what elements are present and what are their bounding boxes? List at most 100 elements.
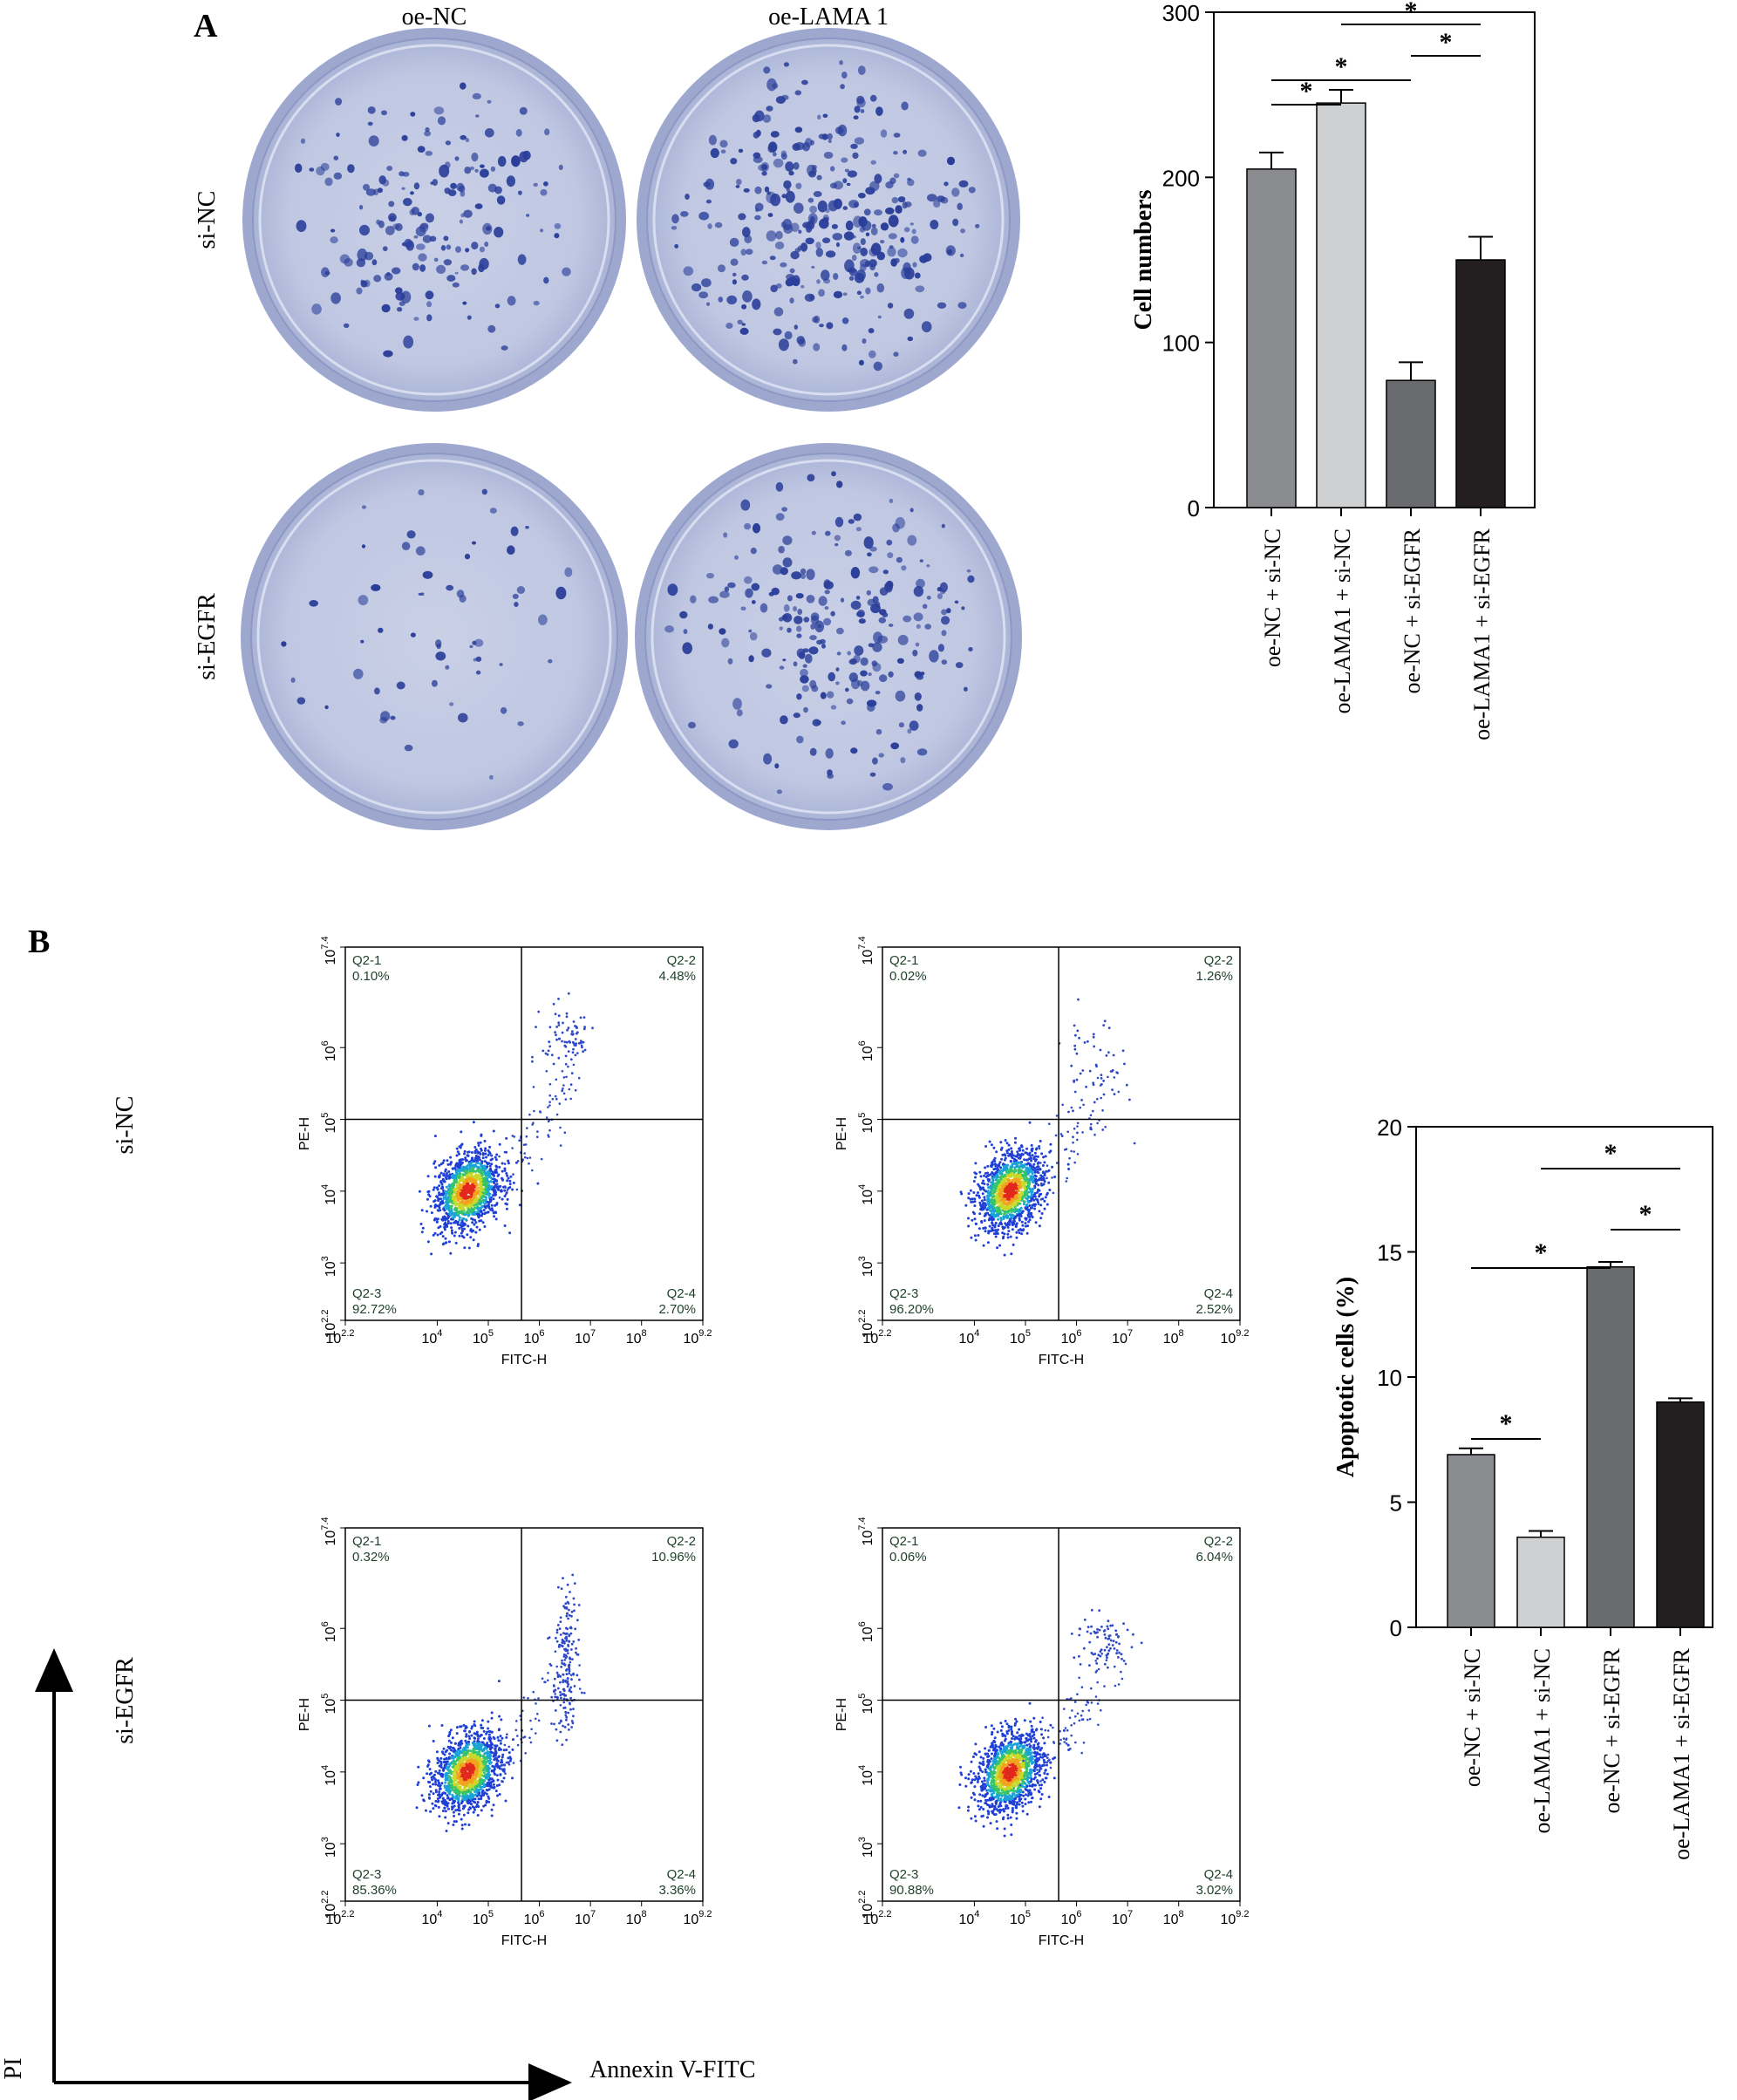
culture-dish [635,443,1022,830]
colony [359,205,364,210]
flow-dot [446,1162,450,1166]
flow-dot [473,1183,477,1186]
flow-dot [453,1174,456,1177]
colony [426,301,433,308]
flow-dot [465,1733,468,1736]
flow-dot [548,1101,551,1103]
flow-dot [501,1178,505,1182]
colony [933,200,941,208]
flow-dot [482,1748,486,1751]
flow-dot [559,1144,562,1147]
colony [392,267,401,275]
flow-dot [451,1190,454,1194]
flow-dot [1029,1188,1032,1191]
flow-dot [1029,1206,1032,1210]
colony [555,586,567,600]
colony [875,729,882,735]
colony [761,260,768,265]
flow-dot [571,1051,575,1054]
flow-dot [570,1033,573,1035]
colony [817,200,828,213]
flow-dot [579,1041,582,1045]
colony [507,296,516,306]
flow-dot [974,1162,977,1165]
colony [783,180,792,189]
colony [741,323,746,326]
colony [847,170,858,178]
colony [900,757,906,764]
colony [300,138,306,144]
colony [330,292,341,304]
colony [401,134,408,141]
colony [859,263,867,272]
colony [754,110,765,122]
flow-cytometry-plots: Q2-10.10%Q2-24.48%Q2-392.72%Q2-42.70%102… [297,936,1250,1948]
colony [732,698,742,710]
flow-dot [548,1094,551,1097]
culture-dish [637,28,1020,412]
flow-dot [475,1225,479,1229]
flow-dot [422,1776,426,1780]
colony [395,292,405,301]
flow-dot [536,1182,540,1185]
colony [872,757,878,765]
colony [773,307,784,317]
flow-dot [1048,1150,1052,1154]
colony [882,782,893,791]
flow-dot [438,1163,441,1167]
flow-dot [470,1161,473,1164]
colony [888,233,897,240]
colony [803,223,808,228]
colony [452,282,460,288]
colony [738,148,744,153]
flow-dot [1035,1165,1039,1169]
colony [766,684,773,689]
colony [742,290,753,303]
colony [719,628,726,635]
flow-dot [1067,1168,1071,1170]
flow-dot [1005,1151,1009,1155]
flow-dot [485,1156,487,1159]
flow-dot [983,1198,986,1202]
flow-dot [508,1179,512,1183]
flow-dot [453,1179,456,1182]
flow-dot [960,1192,964,1196]
colony [825,250,836,258]
flow-dot [1048,1122,1051,1125]
flow-dot [1073,1047,1077,1051]
flow-dot [487,1154,490,1156]
colony [800,284,805,289]
flow-dot [453,1166,457,1169]
colony [900,236,905,243]
flow-dot [462,1805,466,1809]
flow-dot [579,1040,582,1042]
flow-dot [484,1183,487,1186]
flow-dot [572,1020,576,1023]
flow-dot [1054,1134,1058,1137]
flow-dot [426,1197,429,1201]
flow-dot [463,1729,467,1733]
flow-dot [1011,1186,1014,1189]
flow-dot [1006,1225,1010,1229]
flow-dot [989,1209,992,1212]
colony [701,278,712,288]
colony [433,257,439,262]
flow-dot [1111,1070,1114,1073]
flow-dot [460,1168,463,1171]
flow-dot [970,1200,973,1203]
flow-dot [425,1809,427,1812]
flow-dot [456,1150,460,1154]
flow-dot [974,1238,977,1242]
flow-dot [1012,1170,1016,1174]
flow-dot [463,1149,467,1153]
colony [827,774,834,779]
colony [868,247,879,257]
flow-dot [1008,1206,1012,1210]
colony [890,258,898,267]
colony [682,642,692,655]
flow-dot [1038,1147,1041,1150]
flow-dot [591,1026,594,1030]
flow-dot [498,1155,501,1158]
flow-dot [569,1097,572,1101]
colony [840,597,845,603]
